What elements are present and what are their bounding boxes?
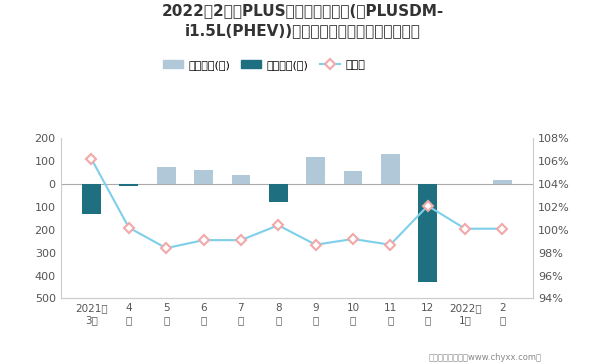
Bar [381,154,400,184]
Bar [194,170,213,184]
Bar [231,175,250,184]
Legend: 积压库存(辆), 清仓库存(辆), 产销率: 积压库存(辆), 清仓库存(辆), 产销率 [158,56,370,75]
Text: 制图：智研咨询（www.chyxx.com）: 制图：智研咨询（www.chyxx.com） [428,353,541,362]
Bar [418,184,437,282]
Bar [344,171,362,184]
Bar [269,184,288,202]
Bar [82,184,101,214]
Text: 2022年2月秦PLUS旗下最畅销轿车(秦PLUSDM-
i1.5L(PHEV))近一年库存情况及产销率统计图: 2022年2月秦PLUS旗下最畅销轿车(秦PLUSDM- i1.5L(PHEV)… [162,4,444,39]
Bar [119,184,138,186]
Bar [493,179,512,184]
Bar [157,167,176,184]
Bar [306,157,325,184]
